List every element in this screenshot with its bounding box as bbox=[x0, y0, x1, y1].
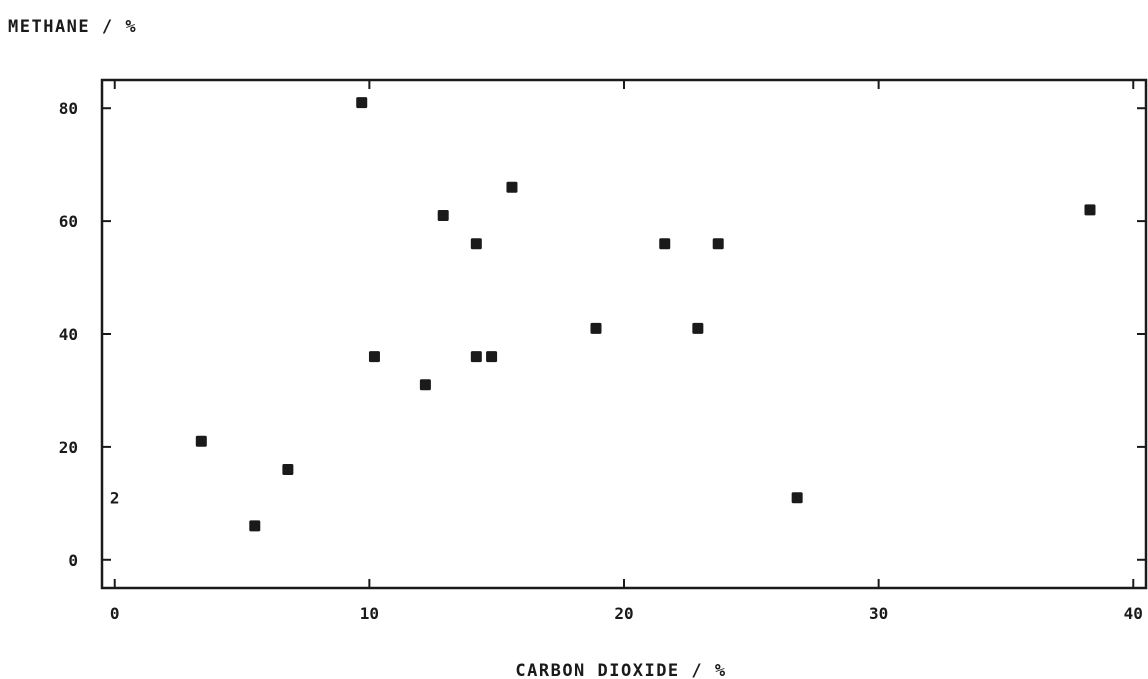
x-tick-label: 0 bbox=[110, 604, 120, 623]
x-tick-label: 30 bbox=[869, 604, 888, 623]
y-axis-ticks: 0 20 40 60 80 bbox=[59, 99, 1146, 570]
data-point bbox=[712, 238, 724, 250]
data-point bbox=[195, 435, 207, 447]
y-tick-label: 20 bbox=[59, 438, 78, 457]
y-tick-label: 60 bbox=[59, 212, 78, 231]
data-point bbox=[506, 181, 518, 193]
data-point bbox=[692, 322, 704, 334]
data-point bbox=[590, 322, 602, 334]
x-axis-title: CARBON DIOXIDE / % bbox=[515, 661, 726, 679]
data-point bbox=[419, 379, 431, 391]
x-tick-label: 10 bbox=[360, 604, 379, 623]
x-tick-label: 20 bbox=[614, 604, 633, 623]
data-points bbox=[195, 97, 1096, 532]
x-tick-label: 40 bbox=[1124, 604, 1143, 623]
annotation-label: 2 bbox=[110, 489, 120, 508]
y-tick-label: 0 bbox=[68, 551, 78, 570]
data-point bbox=[486, 351, 498, 363]
data-point bbox=[1084, 204, 1096, 216]
data-point bbox=[470, 351, 482, 363]
plot-frame bbox=[100, 78, 1148, 590]
y-tick-label: 40 bbox=[59, 325, 78, 344]
data-point bbox=[470, 238, 482, 250]
y-tick-label: 80 bbox=[59, 99, 78, 118]
data-point bbox=[437, 209, 449, 221]
annotations: 2 bbox=[110, 489, 120, 508]
data-point bbox=[791, 492, 803, 504]
y-axis-title: METHANE / % bbox=[8, 17, 137, 37]
data-point bbox=[368, 351, 380, 363]
data-point bbox=[282, 463, 294, 475]
x-axis-ticks: 0 10 20 30 40 bbox=[110, 80, 1143, 623]
data-point bbox=[356, 97, 368, 109]
data-point bbox=[659, 238, 671, 250]
data-point bbox=[249, 520, 261, 532]
